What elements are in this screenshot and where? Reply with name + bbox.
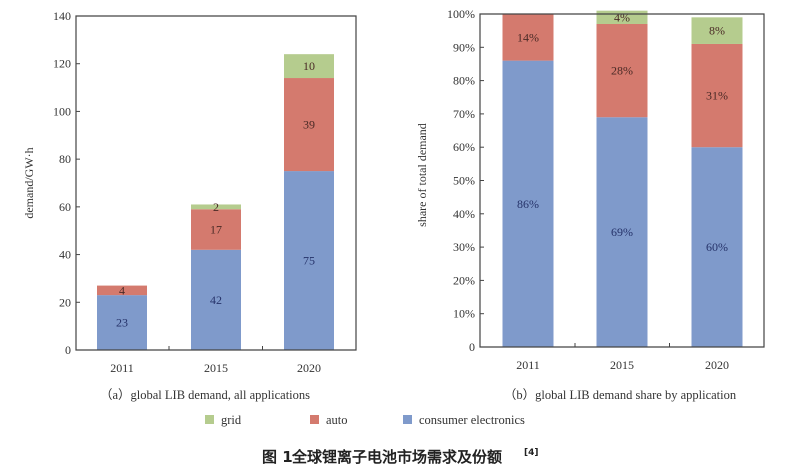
bar-segment-auto-2011 bbox=[97, 285, 147, 296]
y-tick-label: 60 bbox=[59, 200, 71, 214]
y-tick-label: 20% bbox=[453, 273, 475, 287]
bar-segment-consumer_electronics-2015 bbox=[191, 249, 241, 350]
y-tick-label: 60% bbox=[453, 140, 475, 154]
bar-segment-grid-2020 bbox=[691, 17, 743, 44]
y-tick-label: 0 bbox=[469, 340, 475, 354]
data-label: 10 bbox=[303, 59, 315, 73]
legend-label-grid: grid bbox=[221, 413, 242, 427]
data-label: 42 bbox=[210, 293, 222, 307]
x-tick-label: 2015 bbox=[610, 358, 634, 372]
y-tick-label: 80 bbox=[59, 152, 71, 166]
x-tick-label: 2011 bbox=[516, 358, 540, 372]
legend-swatch-consumer_electronics bbox=[403, 415, 412, 424]
data-label: 8% bbox=[709, 24, 725, 38]
caption-reference: [4] bbox=[524, 448, 539, 458]
data-label: 4% bbox=[614, 10, 630, 24]
data-label: 28% bbox=[611, 64, 633, 78]
y-tick-label: 10% bbox=[453, 307, 475, 321]
x-tick-label: 2020 bbox=[705, 358, 729, 372]
y-axis-label: share of total demand bbox=[415, 123, 429, 227]
legend-swatch-auto bbox=[310, 415, 319, 424]
plot-frame bbox=[75, 15, 357, 351]
plot-frame bbox=[479, 13, 765, 348]
legend-swatch-grid bbox=[205, 415, 214, 424]
y-tick-label: 70% bbox=[453, 107, 475, 121]
x-tick-label: 2011 bbox=[110, 361, 134, 375]
x-tick-label: 2015 bbox=[204, 361, 228, 375]
bar-segment-auto-2015 bbox=[596, 23, 648, 118]
x-tick-label: 2020 bbox=[297, 361, 321, 375]
data-label: 86% bbox=[517, 197, 539, 211]
data-label: 31% bbox=[706, 89, 728, 103]
legend-label-auto: auto bbox=[326, 413, 348, 427]
data-label: 2 bbox=[213, 200, 219, 214]
y-tick-label: 100% bbox=[447, 7, 475, 21]
y-tick-label: 90% bbox=[453, 40, 475, 54]
y-tick-label: 80% bbox=[453, 74, 475, 88]
bar-segment-auto-2015 bbox=[191, 209, 241, 250]
y-axis-label: demand/GW·h bbox=[22, 147, 36, 218]
data-label: 75 bbox=[303, 254, 315, 268]
data-label: 17 bbox=[210, 223, 222, 237]
bar-segment-consumer_electronics-2020 bbox=[284, 171, 334, 350]
bar-segment-consumer_electronics-2015 bbox=[596, 117, 648, 347]
caption-figure-number: 图 1 bbox=[262, 448, 293, 466]
y-tick-label: 0 bbox=[65, 343, 71, 357]
chart-subtitle: （b）global LIB demand share by applicatio… bbox=[504, 388, 737, 402]
y-tick-label: 100 bbox=[53, 104, 71, 118]
y-tick-label: 50% bbox=[453, 174, 475, 188]
bar-segment-consumer_electronics-2011 bbox=[502, 60, 554, 348]
data-label: 4 bbox=[119, 283, 125, 297]
bar-segment-auto-2020 bbox=[691, 43, 743, 148]
data-label: 23 bbox=[116, 316, 128, 330]
data-label: 14% bbox=[517, 30, 539, 44]
legend-label-consumer_electronics: consumer electronics bbox=[419, 413, 525, 427]
bar-segment-consumer_electronics-2020 bbox=[691, 147, 743, 347]
chart-b: 86% 14% 69% 28% 4% 60% 31% 8% 0 10% 20% 30% 40% 50% 60… bbox=[415, 7, 765, 402]
y-tick-label: 120 bbox=[53, 57, 71, 71]
y-tick-label: 40% bbox=[453, 207, 475, 221]
legend: grid auto consumer electronics bbox=[205, 413, 525, 427]
y-tick-label: 30% bbox=[453, 240, 475, 254]
data-label: 60% bbox=[706, 240, 728, 254]
data-label: 39 bbox=[303, 118, 315, 132]
data-label: 69% bbox=[611, 225, 633, 239]
chart-subtitle: （a）global LIB demand, all applications bbox=[100, 388, 310, 402]
bar-segment-auto-2011 bbox=[502, 14, 554, 61]
bar-segment-auto-2020 bbox=[284, 78, 334, 172]
y-tick-label: 140 bbox=[53, 9, 71, 23]
caption-text: 全球锂离子电池市场需求及份额 bbox=[291, 448, 502, 466]
bar-segment-consumer_electronics-2011 bbox=[97, 295, 147, 350]
y-tick-label: 40 bbox=[59, 248, 71, 262]
y-tick-label: 20 bbox=[59, 295, 71, 309]
bar-segment-grid-2020 bbox=[284, 54, 334, 79]
bar-segment-grid-2015 bbox=[191, 204, 241, 210]
